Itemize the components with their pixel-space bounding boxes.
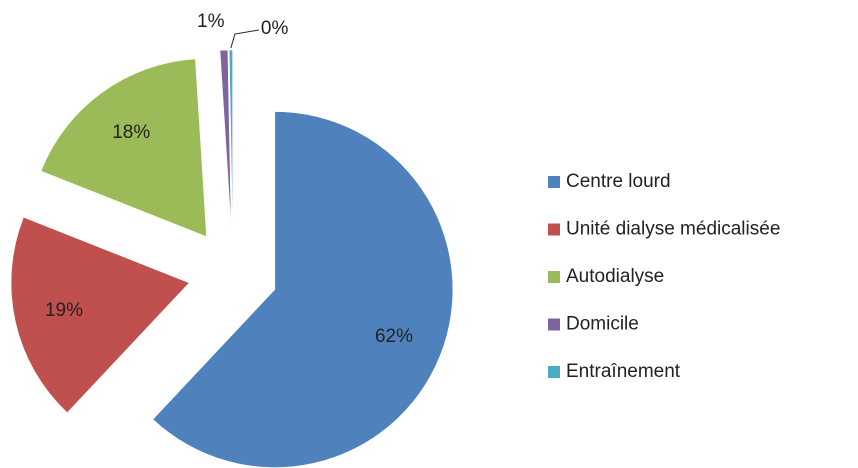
pie-slice xyxy=(219,49,232,229)
legend-label: Centre lourd xyxy=(566,171,671,192)
pie-slice xyxy=(40,58,207,237)
legend-swatch xyxy=(548,271,560,283)
legend-swatch xyxy=(548,366,560,378)
data-label: 19% xyxy=(45,300,83,321)
leader-line xyxy=(230,29,259,49)
data-label: 18% xyxy=(112,122,150,143)
legend-swatch xyxy=(548,318,560,331)
data-label: 1% xyxy=(197,11,225,32)
legend-swatch xyxy=(548,176,560,188)
data-label: 0% xyxy=(261,18,289,39)
pie-slice xyxy=(152,111,454,468)
legend-label: Entraînement xyxy=(566,361,681,382)
legend-swatch xyxy=(548,223,560,236)
data-label: 62% xyxy=(375,326,413,347)
pie-slice xyxy=(10,216,190,413)
legend-label: Unité dialyse médicalisée xyxy=(566,219,780,240)
pie-slice xyxy=(228,49,233,229)
legend-label: Autodialyse xyxy=(566,266,664,287)
legend-label: Domicile xyxy=(566,314,639,335)
